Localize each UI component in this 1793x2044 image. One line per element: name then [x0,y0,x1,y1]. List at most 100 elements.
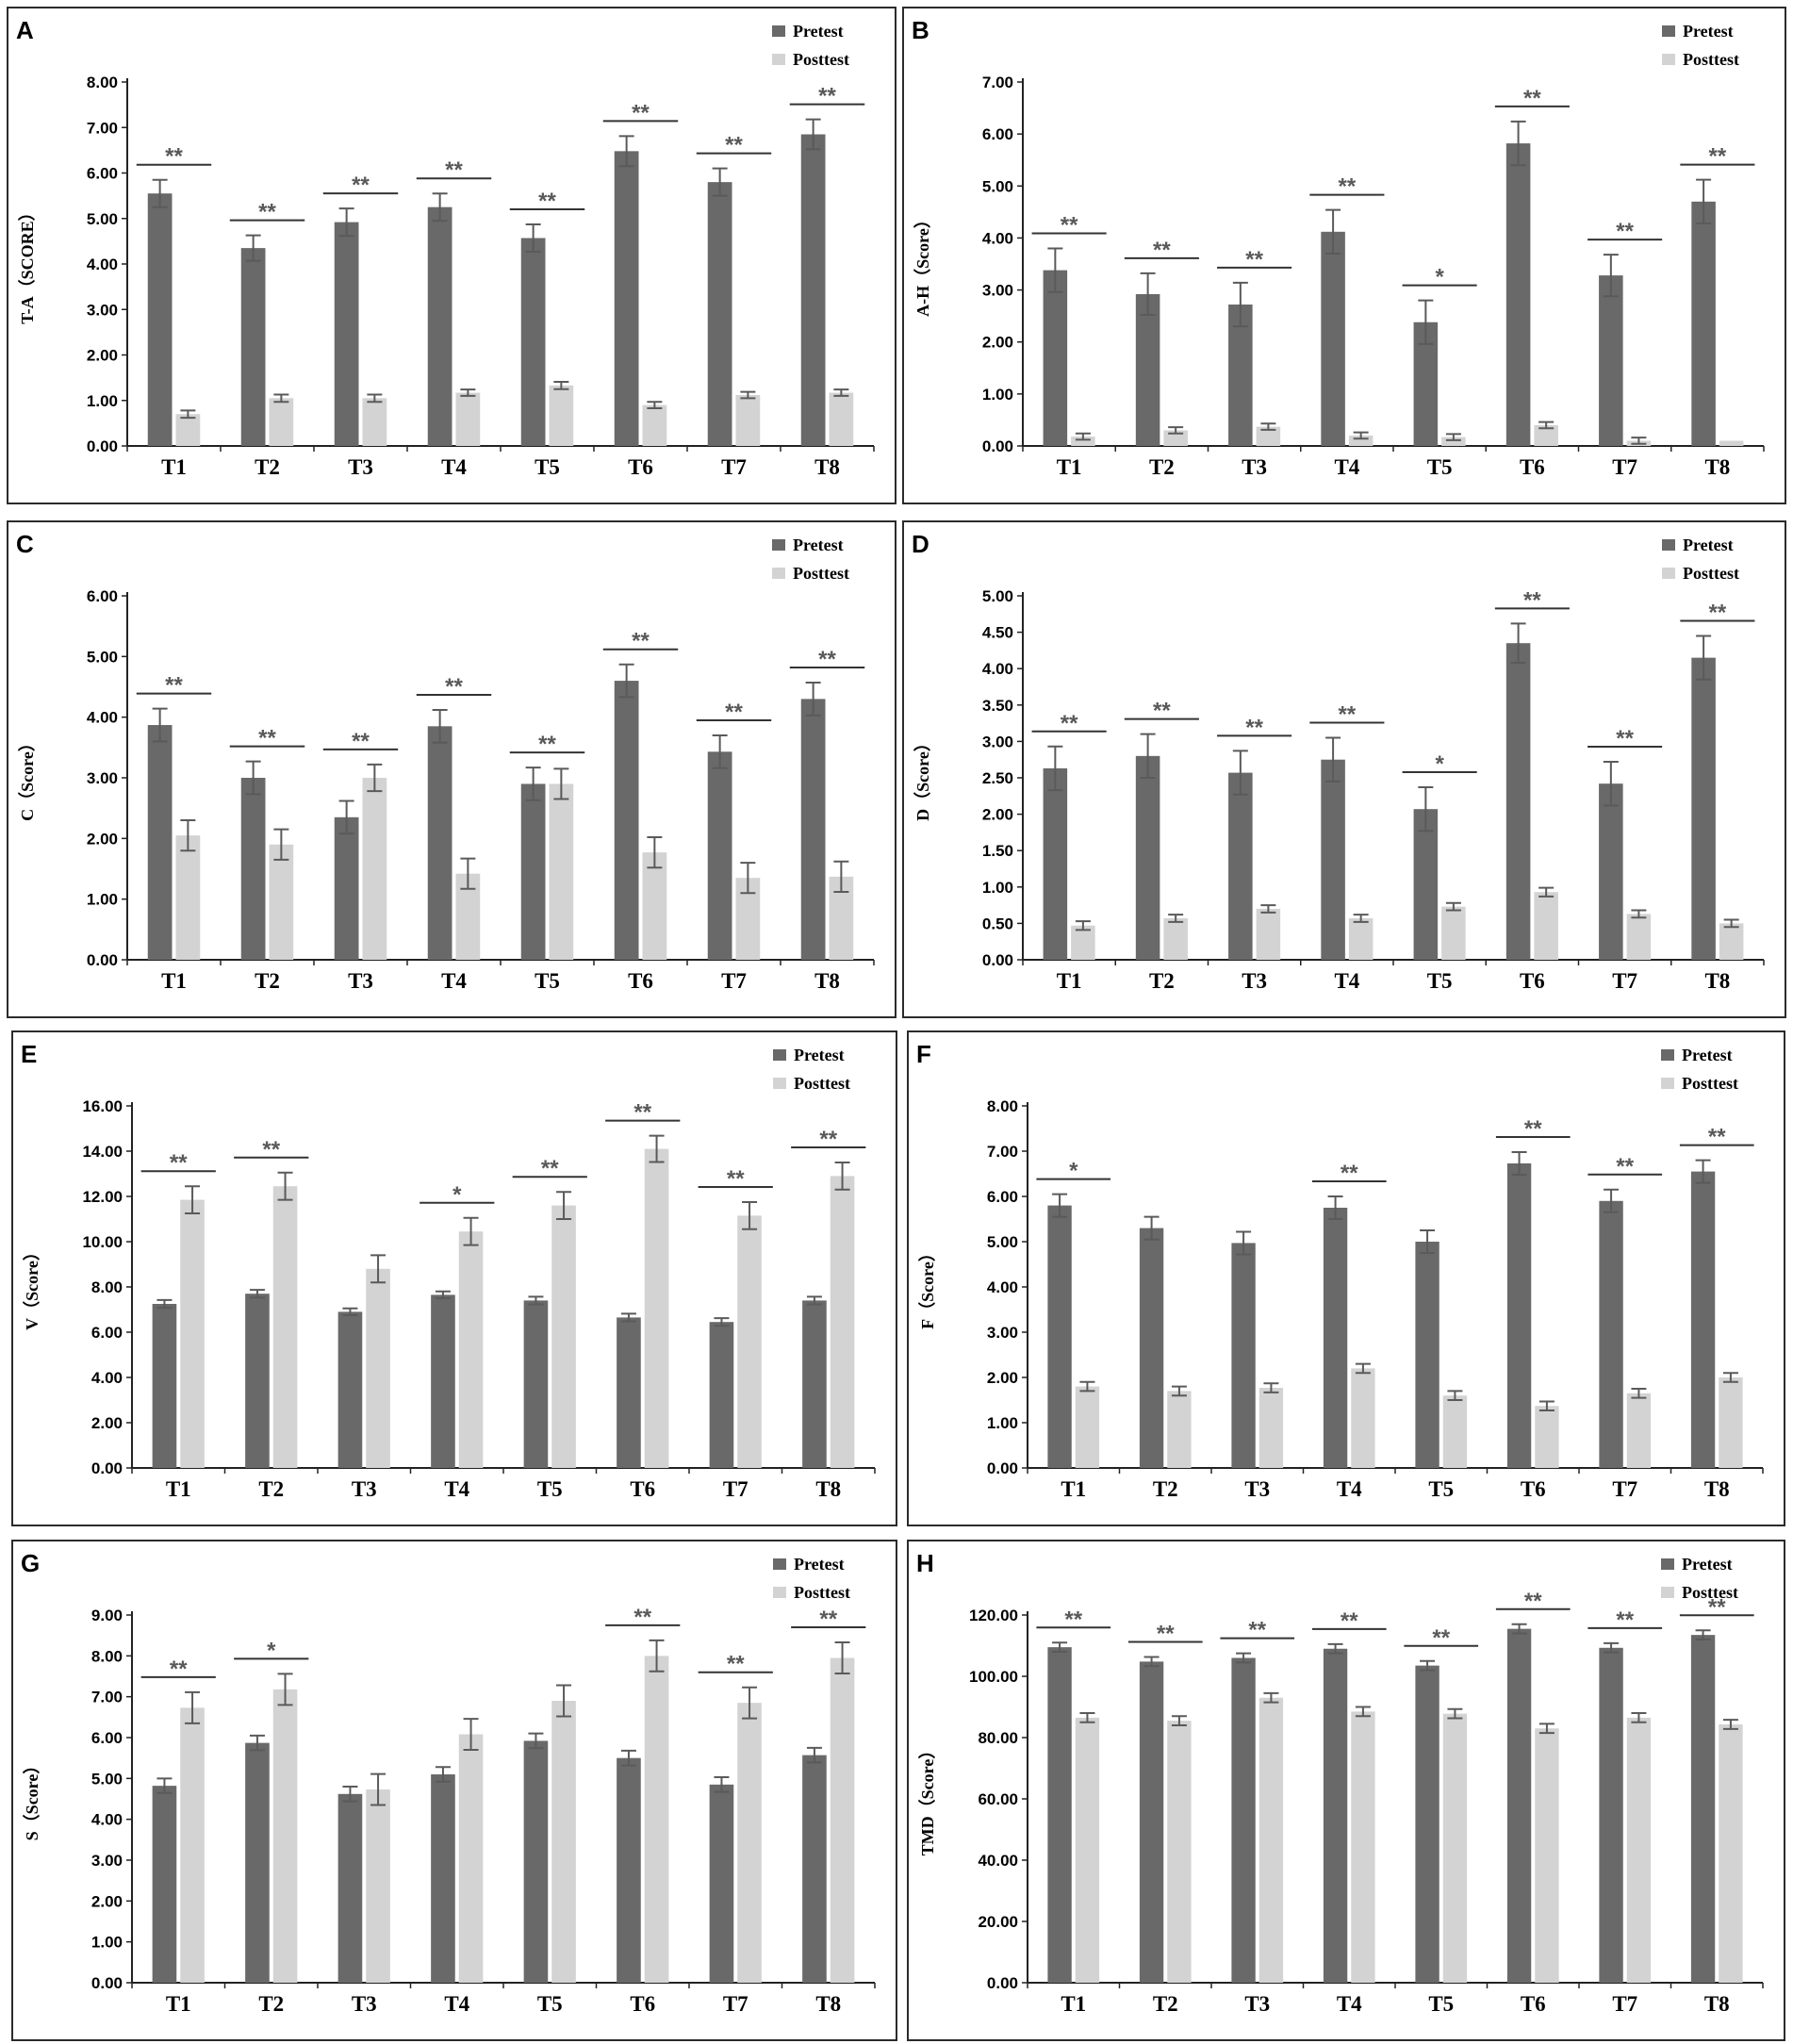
significance-marker: ** [727,1652,745,1677]
pretest-bar [1505,143,1531,446]
posttest-bar [362,398,387,446]
pretest-bar [1135,755,1160,960]
pretest-bar [427,206,452,446]
y-tick-label: 20.00 [978,1913,1018,1931]
significance-marker: ** [1153,699,1171,724]
y-tick-label: 2.00 [91,1892,123,1910]
x-tick-label: T5 [535,455,560,479]
legend-swatch-pretest [772,539,785,551]
posttest-bar [549,385,574,446]
y-tick-label: 6.00 [91,1729,123,1747]
y-tick-label: 0.00 [987,1459,1018,1477]
pretest-bar [1413,809,1439,960]
pretest-bar [1139,1228,1164,1468]
significance-marker: ** [818,84,836,109]
posttest-bar [458,1231,484,1468]
posttest-bar [455,392,481,446]
significance-marker: ** [352,729,370,754]
legend-swatch-pretest [773,1558,786,1570]
y-tick-label: 1.00 [982,386,1013,404]
significance-marker: ** [1064,1607,1082,1632]
x-tick-label: T3 [1242,969,1267,993]
panel-c: C C（Score） 0.00 1.00 2.00 3.00 4.00 5.00 6.00 ** T… [7,520,896,1018]
posttest-bar [551,1701,576,1983]
chart-svg: A T-A（SCORE） 0.00 1.00 2.00 3.00 4.00 5.00 6.00 7… [16,16,875,479]
pretest-bar [245,1742,270,1983]
y-tick-label: 14.00 [82,1143,123,1161]
posttest-bar [549,783,574,960]
pretest-bar [1228,772,1253,960]
legend-swatch-pretest [1662,539,1675,551]
y-tick-label: 1.00 [982,879,1013,897]
y-axis-title: D（Score） [913,734,932,821]
legend-swatch-pretest [772,25,785,37]
significance-marker: ** [1153,238,1171,263]
pretest-bar [1047,1647,1072,1983]
panel-letter: B [912,16,929,44]
x-tick-label: T5 [537,1992,563,2016]
x-tick-label: T6 [630,1477,655,1501]
x-tick-label: T8 [1704,1992,1730,2016]
y-tick-label: 8.00 [87,74,118,91]
pretest-bar [337,1311,363,1468]
y-tick-label: 2.00 [87,830,118,848]
pretest-bar [707,182,732,446]
y-axis-title: C（Score） [18,734,37,821]
y-tick-label: 10.00 [82,1233,123,1251]
x-tick-label: T8 [814,969,840,993]
significance-marker: ** [170,1657,188,1682]
x-tick-label: T3 [1242,455,1267,479]
posttest-bar [1626,1717,1652,1983]
legend-swatch-posttest [1661,1078,1674,1089]
y-tick-label: 0.00 [982,951,1013,969]
pretest-bar [152,1786,177,1983]
x-tick-label: T6 [628,455,653,479]
y-tick-label: 5.00 [982,587,1013,605]
y-tick-label: 7.00 [982,74,1013,91]
x-tick-label: T2 [1153,1477,1178,1501]
pretest-bar [802,1300,827,1468]
x-tick-label: T5 [537,1477,563,1501]
significance-marker: ** [632,100,650,125]
y-tick-label: 1.00 [87,891,118,909]
legend-swatch-pretest [1662,25,1675,37]
pretest-bar [617,1317,641,1468]
y-tick-label: 6.00 [982,125,1013,143]
y-tick-label: 0.00 [91,1974,123,1992]
legend-swatch-pretest [1661,1558,1674,1570]
significance-marker: ** [1524,1116,1542,1142]
x-tick-label: T1 [1057,969,1082,993]
panel-a: A T-A（SCORE） 0.00 1.00 2.00 3.00 4.00 5.00 6.00 7… [7,7,896,504]
pretest-bar [427,726,452,960]
significance-marker: ** [1709,144,1727,170]
y-tick-label: 0.00 [87,437,118,455]
x-tick-label: T8 [1704,969,1730,993]
posttest-bar [1719,1377,1743,1468]
pretest-bar [523,1300,549,1468]
pretest-bar [520,238,546,446]
pretest-bar [1135,293,1160,446]
x-tick-label: T7 [723,1992,748,2016]
y-tick-label: 7.00 [87,119,118,137]
y-tick-label: 60.00 [978,1790,1018,1808]
pretest-bar [1231,1657,1256,1983]
posttest-bar [1719,923,1744,960]
posttest-bar [551,1205,576,1468]
y-tick-label: 4.00 [91,1369,123,1387]
y-tick-label: 5.00 [87,210,118,228]
pretest-bar [523,1740,549,1983]
y-tick-label: 3.00 [982,733,1013,750]
pretest-bar [240,248,266,446]
pretest-bar [1599,1200,1623,1468]
posttest-bar [269,398,294,446]
pretest-bar [1323,1648,1348,1983]
y-axis-title: T-A（SCORE） [18,204,37,323]
pretest-bar [334,816,359,960]
x-tick-label: T1 [166,1477,191,1501]
x-tick-label: T3 [1244,1477,1270,1501]
significance-marker: ** [1616,726,1634,751]
y-tick-label: 3.00 [987,1324,1018,1342]
posttest-bar [1719,440,1744,446]
pretest-bar [802,1755,827,1983]
significance-marker: ** [538,189,556,214]
